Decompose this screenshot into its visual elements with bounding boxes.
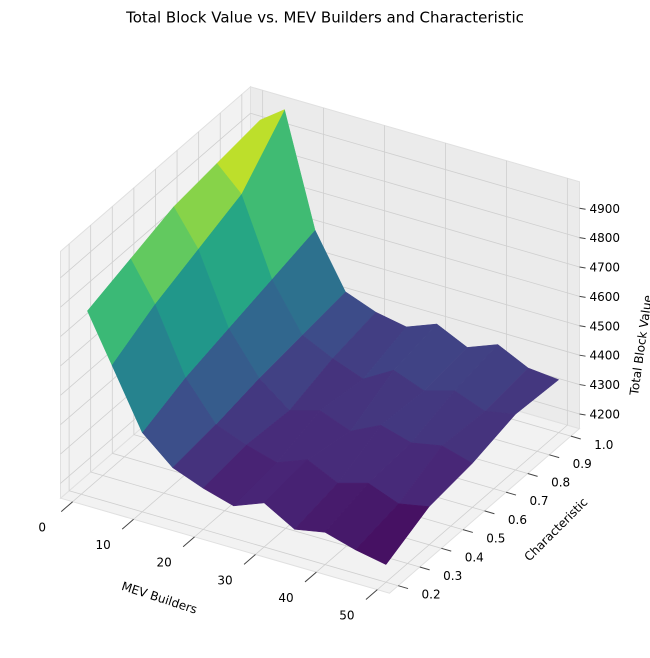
y-tick-label: 0.3 (443, 569, 462, 583)
z-tick (579, 384, 586, 387)
y-tick-label: 0.9 (573, 457, 592, 471)
y-tick (527, 473, 538, 477)
y-tick (462, 529, 473, 533)
y-tick-label: 0.7 (529, 494, 548, 508)
z-tick-label: 4300 (590, 378, 621, 392)
y-tick-label: 0.2 (422, 588, 441, 602)
grid-line (250, 171, 580, 268)
chart-title: Total Block Value vs. MEV Builders and C… (125, 9, 524, 27)
y-tick (441, 547, 452, 552)
z-tick-label: 4700 (590, 261, 621, 275)
y-tick (549, 454, 560, 459)
x-tick (182, 536, 195, 548)
z-tick-label: 4900 (590, 202, 621, 216)
x-tick-label: 30 (217, 573, 232, 587)
y-tick (419, 566, 430, 571)
grid-line (60, 112, 251, 279)
y-tick-label: 0.6 (508, 513, 527, 527)
x-tick (243, 554, 256, 565)
y-tick-label: 0.5 (486, 532, 505, 546)
grid-line (68, 490, 399, 587)
y-tick (398, 585, 409, 590)
z-tick-label: 4400 (590, 349, 621, 363)
z-tick-label: 4800 (590, 231, 621, 245)
x-tick (121, 518, 134, 530)
x-tick-label: 50 (339, 608, 354, 622)
y-tick (505, 491, 517, 496)
y-tick (570, 435, 581, 440)
x-tick (304, 571, 317, 583)
x-tick-label: 10 (96, 538, 111, 552)
z-tick (579, 295, 586, 298)
z-tick (579, 237, 586, 240)
z-tick (579, 266, 586, 269)
y-tick-label: 0.4 (465, 550, 484, 564)
x-tick (60, 501, 73, 512)
grid-line (250, 142, 580, 239)
y-tick (484, 510, 495, 515)
grid-line (250, 112, 580, 209)
x-tick (365, 589, 378, 600)
x-tick-label: 40 (278, 591, 293, 605)
z-tick-label: 4500 (590, 319, 621, 333)
x-tick-label: 20 (156, 556, 171, 570)
z-axis-label: Total Block Value (627, 294, 650, 397)
z-tick (579, 325, 586, 328)
surface-patch (355, 503, 430, 565)
x-tick-label: 0 (38, 521, 46, 535)
z-tick-label: 4600 (590, 290, 621, 304)
z-tick-label: 4200 (590, 407, 621, 421)
z-tick (579, 207, 586, 210)
y-tick-label: 1.0 (594, 438, 613, 452)
z-tick (579, 354, 586, 357)
x-axis-label: MEV Builders (120, 579, 199, 617)
y-tick-label: 0.8 (551, 476, 570, 490)
surface-patch (87, 258, 156, 366)
z-tick (579, 413, 586, 416)
